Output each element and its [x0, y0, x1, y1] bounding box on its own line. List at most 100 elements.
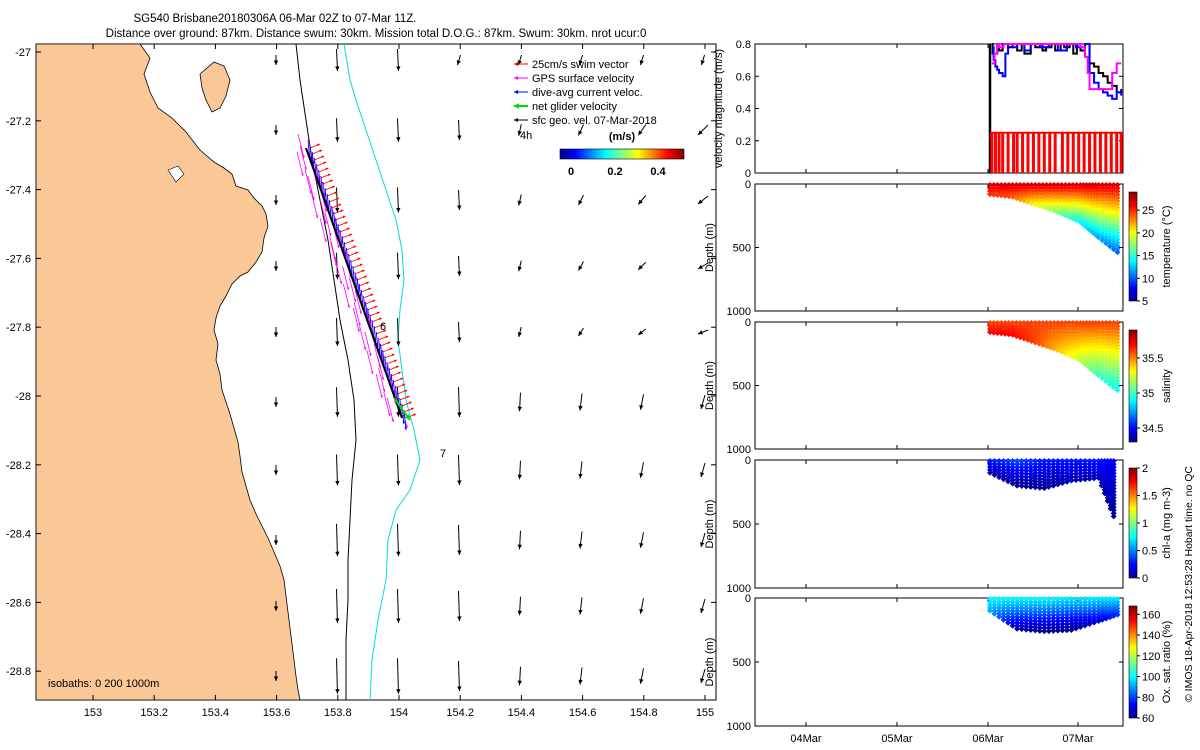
profile-point: [1077, 611, 1084, 618]
profile-point: [1077, 596, 1084, 603]
profile-point: [1062, 326, 1069, 333]
profile-point: [1099, 185, 1106, 192]
profile-point: [1050, 599, 1057, 606]
current-arrow: [336, 454, 338, 486]
profile-point: [1099, 326, 1106, 333]
swim-vector-head: [321, 155, 325, 159]
profile-point: [1032, 320, 1039, 327]
profile-point: [1050, 476, 1057, 483]
bay-island: [199, 61, 231, 113]
profile-point: [1099, 234, 1106, 241]
current-arrow-head: [700, 472, 705, 477]
profile-point: [1110, 473, 1117, 480]
profile-point: [1106, 353, 1113, 360]
profile-point: [1041, 596, 1048, 603]
colorbar-tick-label: 20: [1142, 228, 1154, 240]
swim-vector-head: [372, 299, 376, 303]
profile-point: [1095, 234, 1102, 241]
profile-point: [1009, 470, 1016, 477]
profile-point: [1099, 332, 1106, 339]
profile-point: [1106, 365, 1113, 372]
profile-point: [1066, 329, 1073, 336]
profile-point: [1099, 225, 1106, 232]
current-arrow-head: [578, 609, 583, 615]
profile-point: [1099, 375, 1106, 382]
current-arrow-head: [335, 551, 340, 557]
profile-point: [998, 330, 1005, 337]
profile-point: [1027, 614, 1034, 621]
profile-point: [1066, 188, 1073, 195]
profile-point: [1062, 182, 1069, 189]
map-x-tick-label: 153.4: [202, 707, 230, 719]
time-label-7: 7: [440, 448, 446, 460]
profile-point: [1077, 620, 1084, 627]
profile-point: [1095, 326, 1102, 333]
map-x-tick-label: 153.8: [324, 707, 352, 719]
current-arrow-head: [517, 130, 522, 136]
profile-point: [1047, 194, 1054, 201]
profile-point: [1036, 618, 1043, 625]
map-x-tick-label: 153: [84, 707, 102, 719]
profile-point: [1114, 249, 1121, 256]
gps-velocity-vector: [319, 217, 327, 243]
profile-point: [1114, 320, 1121, 327]
x-tick-label: 07Mar: [1062, 733, 1094, 745]
profile-point: [1110, 381, 1117, 388]
swim-vector-head: [368, 287, 372, 291]
profile-point: [1106, 602, 1113, 609]
profile-point: [1110, 482, 1117, 489]
current-arrow-head: [396, 137, 401, 142]
profile-point: [1036, 602, 1043, 609]
profile-point: [1028, 185, 1035, 192]
current-arrow: [336, 658, 338, 694]
colorbar: [1128, 329, 1138, 443]
island-north: [167, 165, 185, 183]
profile-point: [1073, 182, 1080, 189]
profile-point: [1106, 203, 1113, 210]
profile-point: [1058, 323, 1065, 330]
profile-point: [1110, 501, 1117, 508]
profile-point: [1062, 332, 1069, 339]
profile-point: [1062, 191, 1069, 198]
map-x-tick-label: 154.4: [508, 707, 536, 719]
profile-point: [1058, 182, 1065, 189]
profile-point: [1009, 622, 1016, 629]
profile-point: [1041, 605, 1048, 612]
gps-velocity-vector-head: [339, 281, 343, 284]
profile-point: [1101, 458, 1108, 465]
profile-point: [1095, 215, 1102, 222]
gps-velocity-vector-head: [387, 413, 391, 416]
title-line-1: SG540 Brisbane20180306A 06-Mar 02Z to 07…: [134, 13, 417, 25]
current-arrow-head: [273, 606, 279, 611]
credit-text: © IMOS 18-Apr-2018 12:53:28 Hobart time.…: [1183, 466, 1195, 702]
profile-point: [1068, 470, 1075, 477]
gps-velocity-vector: [335, 259, 342, 285]
profile-point: [1027, 483, 1034, 490]
profile-point: [1106, 230, 1113, 237]
profile-point: [1059, 461, 1066, 468]
current-arrow-head: [700, 60, 705, 65]
y-tick-label: 0: [745, 455, 751, 467]
profile-point: [1099, 212, 1106, 219]
current-arrow-head: [578, 473, 583, 479]
swim-vector-head: [355, 251, 359, 255]
swim-vector-head: [346, 227, 350, 231]
legend-label-gps-velocity: GPS surface velocity: [532, 73, 635, 85]
y-tick-label: 500: [733, 657, 751, 669]
profile-point: [1063, 602, 1070, 609]
profile-point: [1062, 323, 1069, 330]
profile-point: [1103, 203, 1110, 210]
profile-point: [1114, 226, 1121, 233]
profile-point: [1020, 320, 1027, 327]
profile-point: [1091, 475, 1098, 482]
profile-point: [1036, 621, 1043, 628]
profile-point: [1106, 596, 1113, 603]
current-arrow-head: [273, 200, 279, 205]
profile-point: [1106, 378, 1113, 385]
current-arrow-head: [457, 271, 462, 276]
profile-point: [1020, 185, 1027, 192]
map-x-tick-label: 154: [390, 707, 408, 719]
profile-point: [1106, 197, 1113, 204]
swim-vector-head: [378, 317, 382, 321]
